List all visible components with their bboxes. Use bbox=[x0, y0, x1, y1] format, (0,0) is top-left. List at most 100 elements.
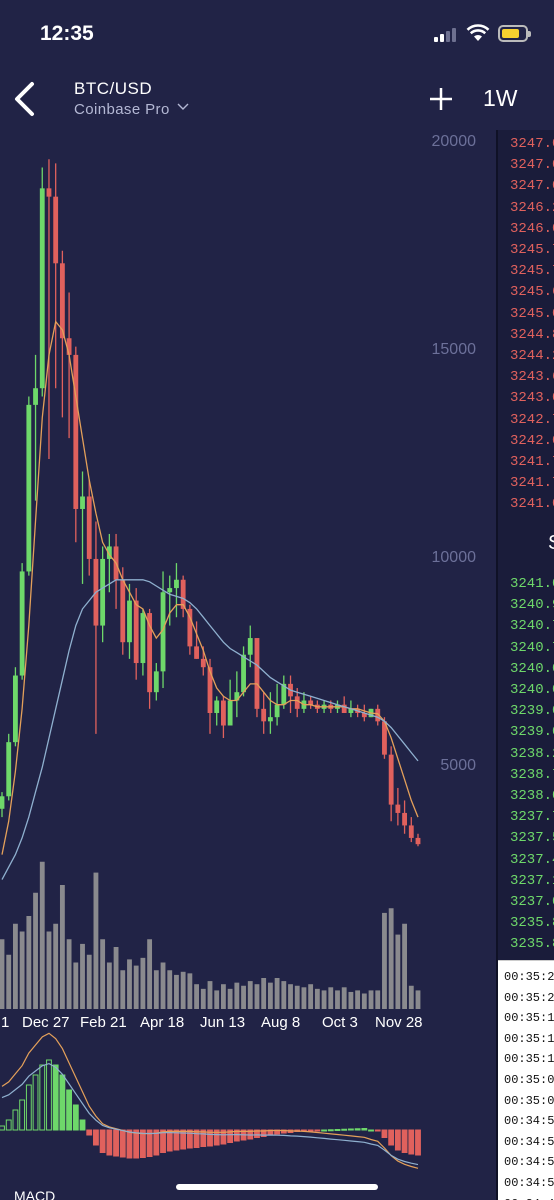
macd-histogram-bar bbox=[207, 1129, 213, 1147]
macd-histogram-bar bbox=[66, 1089, 73, 1131]
ask-price: 3242.7 bbox=[510, 411, 554, 428]
volume-bar bbox=[402, 923, 407, 1009]
candle-body bbox=[26, 404, 32, 572]
volume-bar bbox=[308, 984, 314, 1009]
trade-time: 00:35:17 bbox=[504, 1031, 554, 1046]
trade-history[interactable]: 00:35:23 00:35:21 00:35:19 00:35:17 00:35:10… bbox=[498, 960, 554, 1200]
moving-average-slow bbox=[1, 579, 419, 880]
ask-price: 3247.0 bbox=[510, 178, 554, 195]
spread-indicator: S bbox=[548, 532, 554, 555]
ask-price: 3246.2 bbox=[510, 199, 554, 216]
macd-histogram-bar bbox=[106, 1129, 113, 1156]
candle-body bbox=[80, 496, 85, 509]
volume-bar bbox=[415, 990, 421, 1009]
candle-body bbox=[227, 700, 233, 726]
volume-bar bbox=[66, 939, 72, 1009]
ask-price: 3245.6 bbox=[510, 284, 554, 301]
macd-histogram-bar bbox=[401, 1129, 408, 1153]
macd-histogram-bar bbox=[321, 1129, 327, 1132]
macd-histogram-bar bbox=[153, 1129, 160, 1156]
candle-body bbox=[415, 837, 421, 845]
exchange-selector[interactable]: Coinbase Pro bbox=[74, 101, 189, 118]
volume-bar bbox=[227, 988, 233, 1009]
x-axis-label: Aug 8 bbox=[261, 1014, 301, 1031]
macd-histogram-bar bbox=[213, 1129, 220, 1146]
cellular-signal-icon bbox=[434, 26, 460, 42]
interval-selector[interactable]: 1W bbox=[483, 85, 518, 111]
candle-body bbox=[147, 613, 153, 693]
candle-body bbox=[388, 754, 394, 805]
ask-price: 3247.0 bbox=[510, 157, 554, 174]
candle-body bbox=[402, 812, 407, 826]
trade-time: 00:35:10 bbox=[504, 1052, 554, 1067]
volume-bar bbox=[214, 990, 220, 1009]
x-axis-label: Feb 21 bbox=[80, 1014, 127, 1031]
candle-body bbox=[86, 496, 92, 559]
bid-price: 3240.0 bbox=[510, 660, 554, 677]
candle-body bbox=[39, 188, 45, 389]
macd-histogram-bar bbox=[220, 1129, 227, 1145]
back-arrow-icon[interactable] bbox=[10, 80, 38, 118]
candle-body bbox=[59, 263, 65, 339]
volume-bar bbox=[93, 872, 99, 1009]
macd-histogram-bar bbox=[59, 1074, 66, 1131]
macd-histogram-bar bbox=[99, 1129, 106, 1153]
bid-price: 3240.9 bbox=[510, 597, 554, 614]
volume-bar bbox=[6, 954, 12, 1009]
volume-bar bbox=[13, 923, 18, 1009]
macd-histogram-bar bbox=[381, 1129, 388, 1138]
wifi-icon bbox=[466, 24, 490, 41]
plus-icon[interactable] bbox=[428, 86, 454, 112]
home-indicator[interactable] bbox=[176, 1184, 378, 1190]
volume-bar bbox=[395, 934, 401, 1009]
exchange-name: Coinbase Pro bbox=[74, 101, 170, 118]
volume-bar bbox=[73, 962, 79, 1009]
macd-histogram-bar bbox=[186, 1129, 193, 1149]
candle-body bbox=[254, 638, 260, 709]
macd-histogram-bar bbox=[32, 1074, 39, 1131]
candle-body bbox=[133, 600, 139, 664]
bid-price: 3237.5 bbox=[510, 830, 554, 847]
volume-bar bbox=[53, 923, 59, 1009]
candle-body bbox=[120, 579, 126, 643]
macd-histogram-bar bbox=[19, 1099, 26, 1131]
macd-histogram-bar bbox=[341, 1128, 348, 1131]
ask-price: 3247.0 bbox=[510, 136, 554, 152]
macd-histogram-bar bbox=[227, 1129, 234, 1143]
price-chart[interactable]: 20000 15000 10000 5000 1 Dec 27 Feb 21 A… bbox=[0, 130, 496, 1200]
volume-bar bbox=[0, 939, 5, 1009]
status-time: 12:35 bbox=[40, 22, 94, 45]
ask-price: 3246.0 bbox=[510, 220, 554, 237]
bid-price: 3238.2 bbox=[510, 745, 554, 762]
candle-body bbox=[382, 721, 387, 755]
trade-time: 00:35:02 bbox=[504, 1073, 554, 1087]
candle-body bbox=[247, 638, 253, 655]
macd-histogram-bar bbox=[200, 1129, 207, 1147]
volume-bar bbox=[140, 957, 146, 1009]
volume-bar bbox=[187, 973, 193, 1009]
bid-price: 3237.4 bbox=[510, 851, 554, 868]
macd-histogram-bar bbox=[354, 1128, 361, 1131]
candle-body bbox=[106, 546, 112, 559]
volume-bar bbox=[147, 939, 153, 1009]
volume-bar bbox=[113, 947, 119, 1009]
candle-body bbox=[194, 646, 199, 659]
macd-histogram-bar bbox=[374, 1129, 381, 1132]
bid-price: 3238.0 bbox=[510, 788, 554, 804]
macd-histogram-bar bbox=[146, 1129, 153, 1157]
x-axis-label: 1 bbox=[1, 1014, 10, 1031]
candle-body bbox=[73, 354, 79, 509]
volume-bar bbox=[194, 984, 199, 1009]
volume-bar bbox=[301, 987, 307, 1009]
chart-canvas bbox=[0, 159, 421, 1169]
macd-histogram-bar bbox=[327, 1129, 334, 1132]
macd-histogram-bar bbox=[388, 1129, 395, 1146]
bid-price: 3235.8 bbox=[510, 936, 554, 953]
volume-bar bbox=[174, 974, 179, 1009]
macd-histogram-bar bbox=[254, 1129, 260, 1138]
trade-time: 00:34:49 bbox=[504, 1197, 554, 1200]
volume-bar bbox=[321, 990, 327, 1009]
pair-title: BTC/USD bbox=[74, 79, 153, 98]
bid-price: 3235.8 bbox=[510, 915, 554, 932]
order-book[interactable]: S 3247.0 3247.0 3247.0 3246.2 3246.0 3245.7 32… bbox=[498, 130, 554, 960]
